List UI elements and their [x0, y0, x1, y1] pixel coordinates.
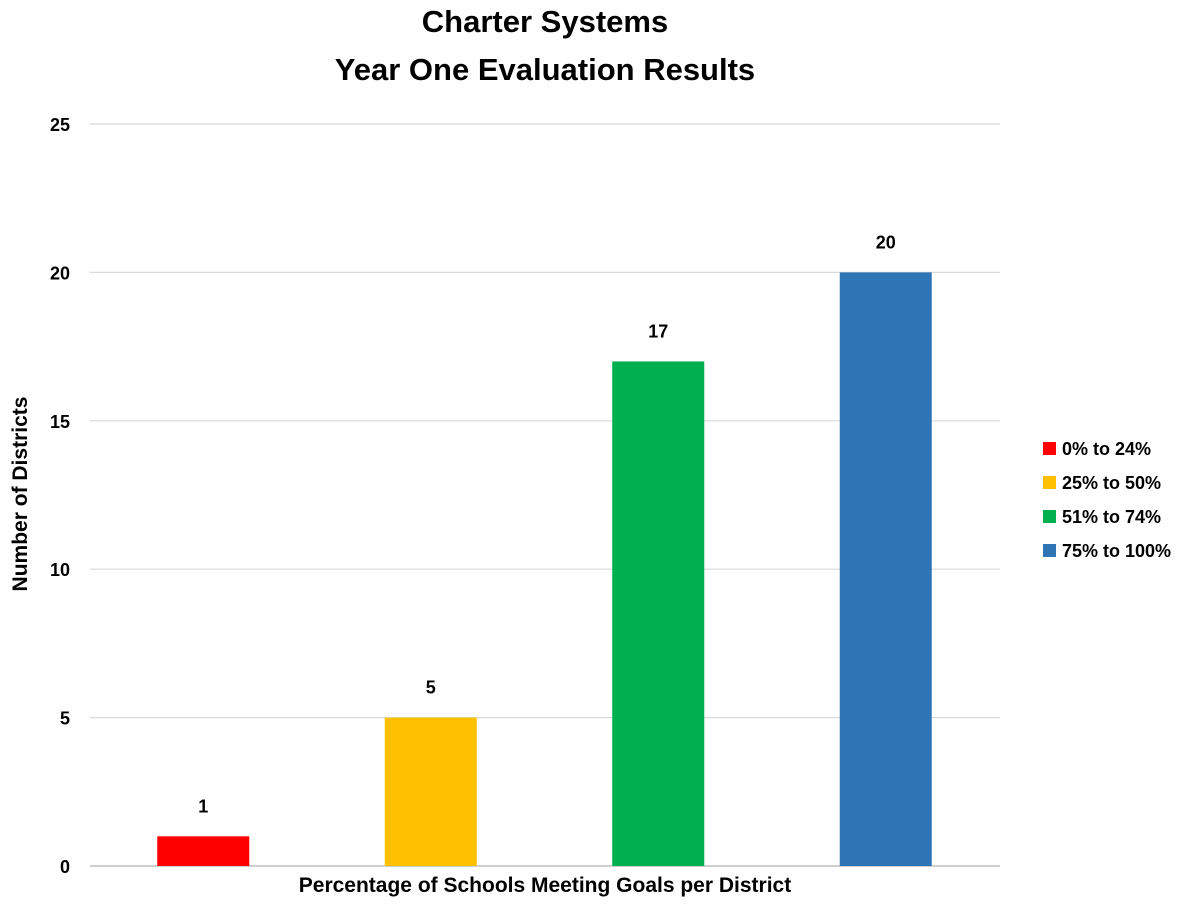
legend-label: 25% to 50% — [1062, 473, 1161, 493]
y-tick-label: 20 — [50, 263, 70, 283]
y-tick-label: 10 — [50, 560, 70, 580]
chart-title-line-2: Year One Evaluation Results — [334, 52, 756, 87]
legend-swatch — [1043, 544, 1056, 557]
y-tick-label: 0 — [60, 857, 70, 877]
data-labels: 1 5 17 20 — [198, 232, 896, 816]
y-tick-label: 15 — [50, 412, 70, 432]
bar — [839, 272, 932, 866]
legend-label: 51% to 74% — [1062, 507, 1161, 527]
data-label: 1 — [198, 796, 208, 816]
data-label: 17 — [648, 321, 668, 341]
y-tick-label: 25 — [50, 115, 70, 135]
bar — [157, 836, 250, 866]
bars — [157, 272, 932, 866]
y-axis-label: Number of Districts — [9, 397, 32, 592]
data-label: 20 — [876, 232, 896, 252]
data-label: 5 — [426, 678, 436, 698]
legend-swatch — [1043, 442, 1056, 455]
y-tick-label: 5 — [60, 709, 70, 729]
chart-title-line-1: Charter Systems — [421, 4, 669, 39]
legend-swatch — [1043, 476, 1056, 489]
legend-label: 75% to 100% — [1062, 541, 1171, 561]
x-axis-label: Percentage of Schools Meeting Goals per … — [299, 874, 791, 897]
bar — [612, 361, 705, 866]
legend-swatch — [1043, 510, 1056, 523]
legend-label: 0% to 24% — [1062, 439, 1151, 459]
legend: 0% to 24% 25% to 50% 51% to 74% 75% to 100% — [1043, 439, 1171, 561]
bar — [384, 717, 477, 866]
y-axis-ticks: 0 5 10 15 20 25 — [50, 115, 70, 877]
